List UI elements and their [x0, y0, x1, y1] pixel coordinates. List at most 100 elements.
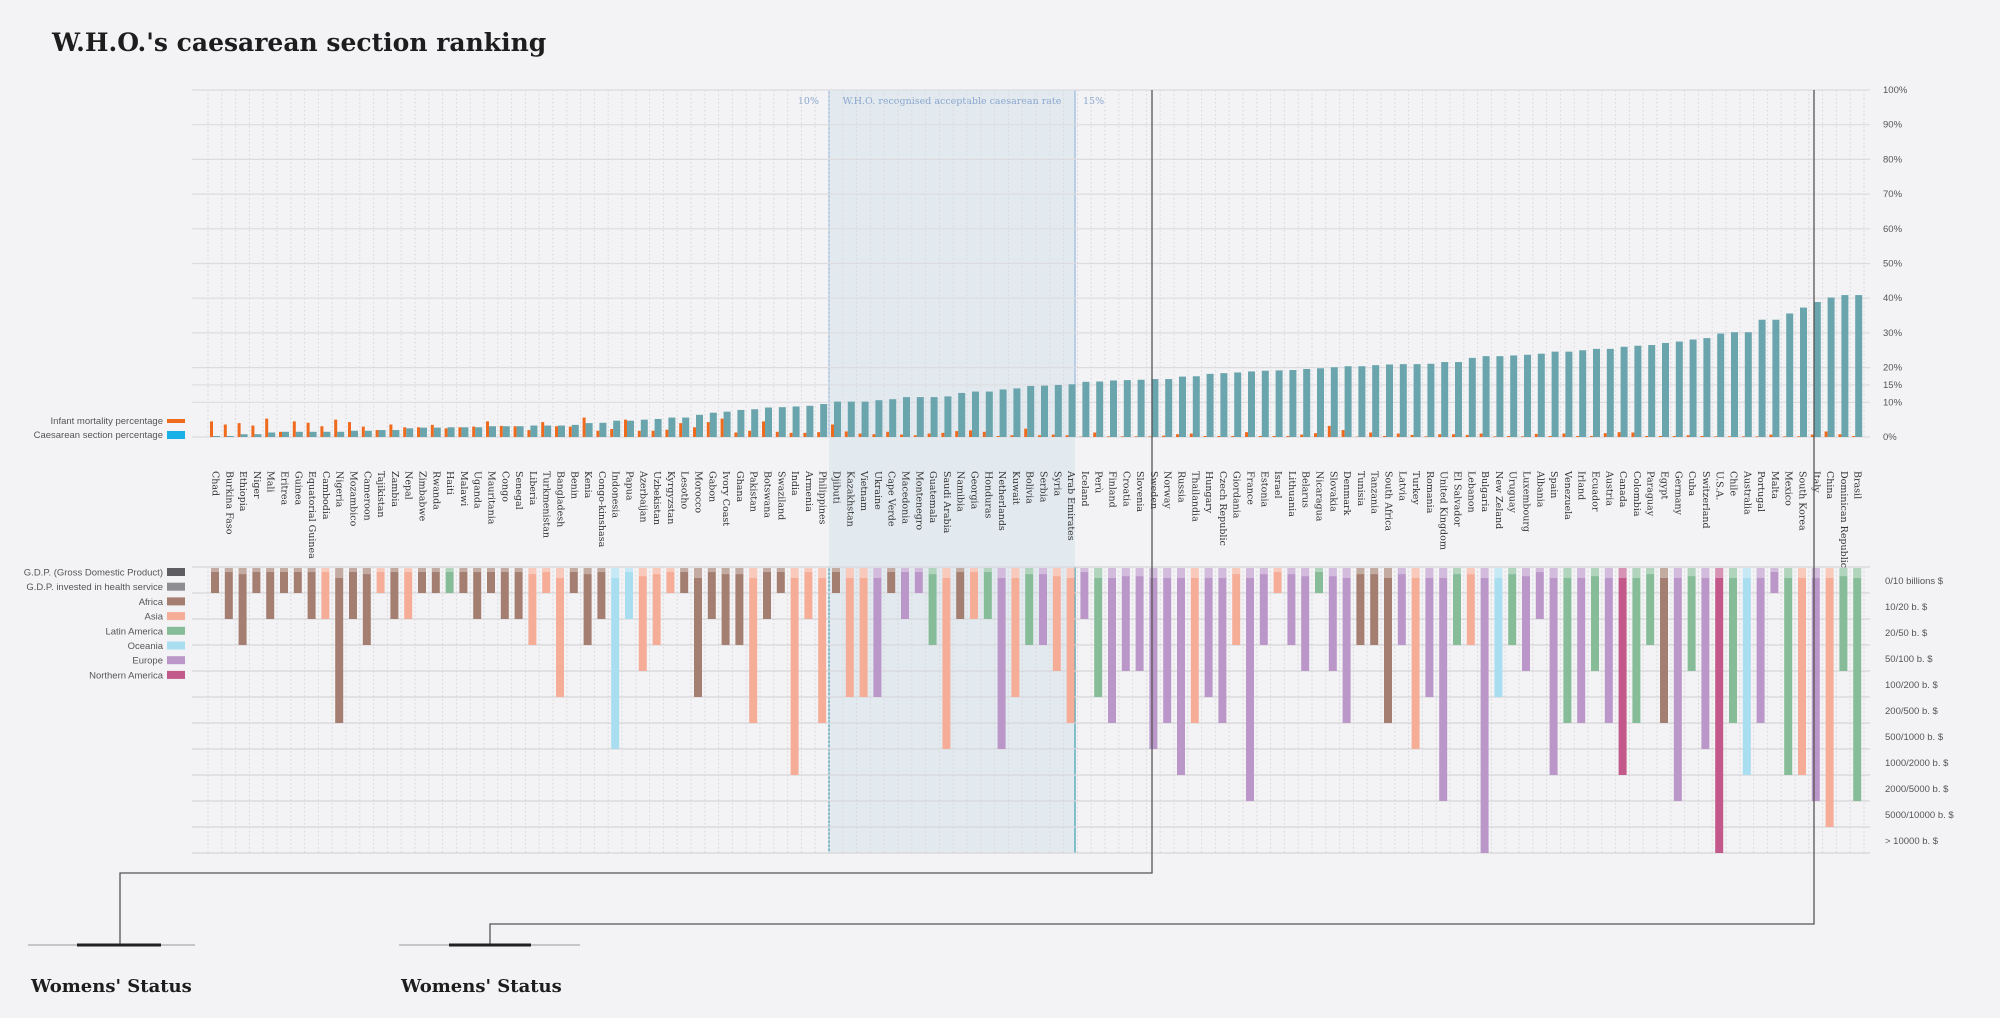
infant-mortality-bar	[1383, 435, 1386, 437]
caesarean-bar	[1537, 353, 1545, 437]
infant-mortality-bar	[1272, 435, 1276, 437]
caesarean-bar	[1606, 348, 1614, 437]
gdp-bar	[1411, 568, 1420, 749]
infant-mortality-bar	[1134, 436, 1138, 437]
country-label: Tanzania	[1369, 471, 1380, 514]
infant-mortality-bar	[955, 431, 959, 437]
country-label: Congo-kinshasa	[596, 471, 607, 548]
caesarean-bar	[502, 426, 510, 437]
country-label: Bulgaria	[1479, 471, 1490, 512]
caesarean-bar	[447, 427, 455, 437]
country-label: Lebanon	[1465, 471, 1476, 513]
infant-mortality-bar	[969, 430, 972, 437]
country-label: Dominican Republic	[1838, 471, 1849, 568]
gdp-bar	[252, 568, 261, 593]
health-spending-segment	[514, 568, 523, 573]
country-label: Kyrgyzstan	[665, 471, 676, 524]
infant-mortality-bar	[1810, 434, 1814, 437]
caesarean-bar	[1717, 333, 1725, 437]
health-spending-segment	[887, 568, 896, 572]
y-tick-label: 30%	[1883, 328, 1903, 339]
caesarean-bar	[930, 397, 938, 437]
country-label: Australia	[1741, 470, 1752, 515]
health-spending-segment	[790, 568, 799, 578]
caesarean-bar	[640, 419, 648, 437]
legend-label: Asia	[145, 612, 164, 623]
health-spending-segment	[1853, 568, 1862, 578]
caesarean-bar	[378, 430, 386, 437]
caesarean-bar	[1413, 364, 1421, 437]
y-tick-label: 50%	[1883, 259, 1903, 270]
caesarean-bar	[1427, 363, 1435, 437]
country-label: Indonesia	[610, 471, 621, 518]
country-label: Uganda	[472, 471, 483, 509]
country-label: Malawi	[458, 471, 469, 506]
gdp-bar	[859, 568, 868, 697]
infant-mortality-bar	[568, 426, 572, 437]
caesarean-bar	[475, 427, 483, 437]
health-spending-segment	[997, 568, 1006, 578]
health-spending-segment	[1301, 568, 1310, 577]
gdp-bar	[1618, 568, 1627, 775]
country-label: Chad	[210, 471, 221, 496]
health-spending-segment	[1397, 568, 1406, 575]
infant-mortality-bar	[1534, 433, 1538, 437]
health-spending-segment	[1425, 568, 1434, 578]
caesarean-bar	[516, 426, 524, 437]
gdp-bar	[832, 568, 840, 593]
infant-mortality-bar	[1438, 434, 1442, 437]
country-label: Estonia	[1258, 471, 1269, 508]
gdp-bar	[1825, 568, 1834, 827]
country-label: Niger	[251, 471, 262, 499]
gdp-bar	[293, 568, 302, 593]
infant-mortality-bar	[320, 426, 324, 437]
caesarean-bar	[544, 425, 552, 437]
country-label: Thailandia	[1189, 471, 1200, 522]
caesarean-bar	[489, 426, 496, 437]
infant-mortality-bar	[555, 426, 558, 437]
gdp-bar	[1052, 568, 1061, 671]
infant-mortality-bar	[1424, 436, 1428, 437]
who-band-label: W.H.O. recognised acceptable caesarean r…	[843, 96, 1062, 107]
infant-mortality-bar	[693, 427, 696, 437]
gdp-bar	[556, 568, 564, 697]
country-label: Cambodia	[320, 471, 331, 520]
gdp-bar	[1480, 568, 1489, 853]
caesarean-bar	[1192, 376, 1200, 437]
infant-mortality-bar	[1369, 432, 1373, 437]
health-spending-segment	[832, 568, 840, 572]
country-label: Djibuti	[831, 471, 842, 504]
legend-label: Latin America	[105, 626, 163, 637]
infant-mortality-bar	[1010, 435, 1014, 437]
country-label: Slovakia	[1327, 471, 1338, 512]
infant-mortality-bar	[1410, 434, 1414, 437]
health-spending-segment	[928, 568, 937, 575]
country-label: Egypt	[1659, 471, 1670, 499]
country-label: Albania	[1534, 470, 1545, 508]
caesarean-bar	[1123, 380, 1131, 437]
infant-mortality-bar	[444, 428, 448, 437]
infant-mortality-bar	[1258, 435, 1262, 437]
country-label: Congo	[499, 471, 510, 502]
health-spending-segment	[1522, 568, 1530, 577]
gdp-bar	[845, 568, 854, 697]
infant-mortality-bar	[582, 417, 586, 437]
infant-mortality-bar	[734, 432, 738, 437]
gdp-bar	[266, 568, 275, 619]
gdp-bar	[818, 568, 827, 723]
gdp-bar	[569, 568, 578, 593]
gdp-bar	[1798, 568, 1806, 775]
health-spending-segment	[1618, 568, 1627, 578]
infant-mortality-bar	[292, 421, 296, 437]
health-spending-segment	[956, 568, 965, 573]
womens-status-label: Womens' Status	[400, 976, 562, 997]
country-label: Portugal	[1755, 471, 1766, 512]
gdp-bar	[238, 568, 247, 645]
infant-mortality-bar	[1590, 435, 1593, 437]
infant-mortality-bar	[1645, 435, 1649, 437]
infant-mortality-bar	[1783, 436, 1787, 437]
country-label: Israel	[1272, 471, 1283, 499]
country-label: Ecuador	[1590, 471, 1601, 512]
legend-label: Caesarean section percentage	[34, 430, 163, 441]
infant-mortality-bar	[1231, 435, 1235, 437]
